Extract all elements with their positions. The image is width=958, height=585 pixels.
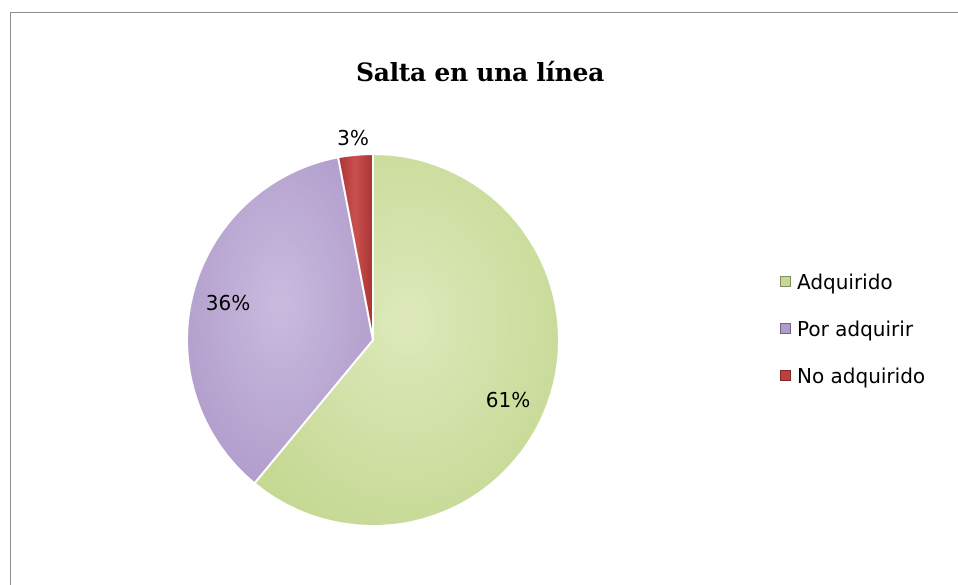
legend-swatch-por-adquirir xyxy=(780,323,791,334)
legend-label-no-adquirido: No adquirido xyxy=(797,364,926,388)
legend-item-no-adquirido: No adquirido xyxy=(778,364,953,388)
pie-label-no-adquirido: 3% xyxy=(337,126,369,150)
chart-legend: Adquirido Por adquirir No adquirido xyxy=(778,270,953,411)
frame-border-left xyxy=(10,12,11,585)
legend-item-adquirido: Adquirido xyxy=(778,270,953,294)
pie-label-adquirido: 61% xyxy=(486,388,530,412)
legend-label-por-adquirir: Por adquirir xyxy=(797,317,914,341)
pie-slice-no-adquirido xyxy=(336,152,374,341)
pie-slice-adquirido xyxy=(253,152,560,527)
frame-border-top xyxy=(10,12,958,13)
legend-swatch-no-adquirido xyxy=(780,370,791,381)
chart-title: Salta en una línea xyxy=(355,58,605,87)
legend-item-por-adquirir: Por adquirir xyxy=(778,317,953,341)
pie-label-por-adquirir: 36% xyxy=(206,291,250,315)
pie-slice-por-adquirir xyxy=(186,156,375,485)
legend-label-adquirido: Adquirido xyxy=(797,270,893,294)
legend-swatch-adquirido xyxy=(780,276,791,287)
